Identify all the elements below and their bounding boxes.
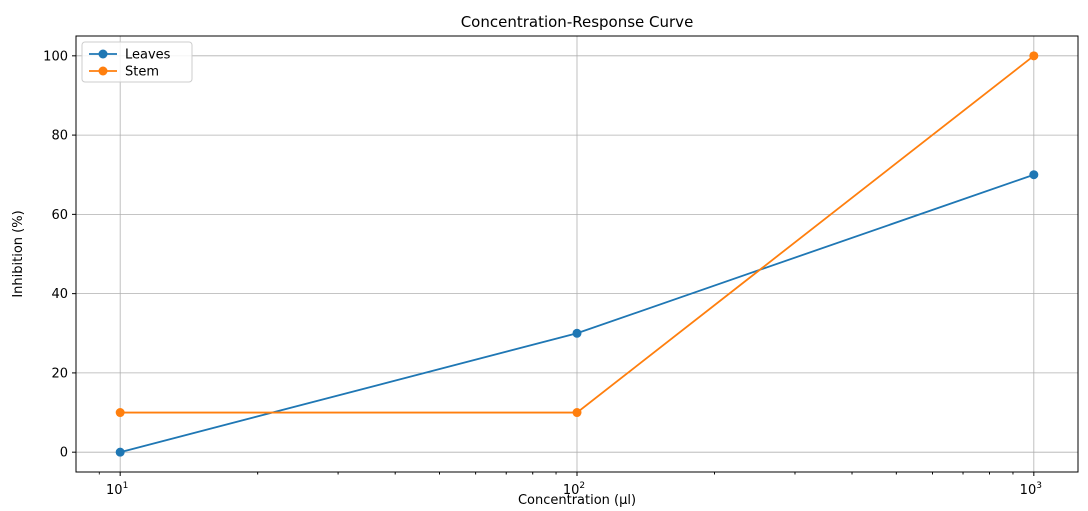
- legend-item: Leaves: [89, 48, 171, 63]
- x-tick-base: 10: [106, 483, 123, 498]
- x-tick-base: 10: [1020, 483, 1037, 498]
- x-tick-base: 10: [563, 483, 580, 498]
- y-tick-label: 20: [51, 366, 68, 381]
- legend-marker: [98, 49, 108, 59]
- series-layer: [115, 51, 1039, 457]
- x-tick-label: 102: [563, 481, 585, 498]
- x-tick-exponent: 1: [123, 481, 129, 491]
- y-tick-label: 80: [51, 129, 68, 144]
- legend-item: Stem: [89, 65, 159, 80]
- data-point-leaves: [572, 328, 582, 338]
- series-stem: [115, 51, 1039, 418]
- data-point-leaves: [1029, 170, 1039, 180]
- x-tick-exponent: 2: [579, 481, 585, 491]
- y-tick-label: 60: [51, 208, 68, 223]
- x-axis-label: Concentration (µl): [518, 493, 636, 508]
- legend-label: Stem: [125, 65, 159, 80]
- x-tick-label: 103: [1020, 481, 1042, 498]
- y-tick-label: 40: [51, 287, 68, 302]
- data-point-stem: [1029, 51, 1039, 61]
- legend-marker: [98, 66, 108, 76]
- data-point-stem: [115, 408, 125, 418]
- grid: [76, 36, 1078, 472]
- legend-box: [81, 41, 193, 83]
- y-tick-label: 0: [60, 446, 68, 461]
- x-tick-label: 101: [106, 481, 128, 498]
- y-axis-label: Inhibition (%): [11, 210, 26, 297]
- x-tick-exponent: 3: [1036, 481, 1042, 491]
- data-point-stem: [572, 408, 582, 418]
- y-tick-label: 100: [43, 49, 68, 64]
- chart-title: Concentration-Response Curve: [461, 13, 694, 31]
- data-point-leaves: [115, 447, 125, 457]
- legend: Leaves Stem: [81, 41, 193, 83]
- legend-label: Leaves: [125, 48, 171, 63]
